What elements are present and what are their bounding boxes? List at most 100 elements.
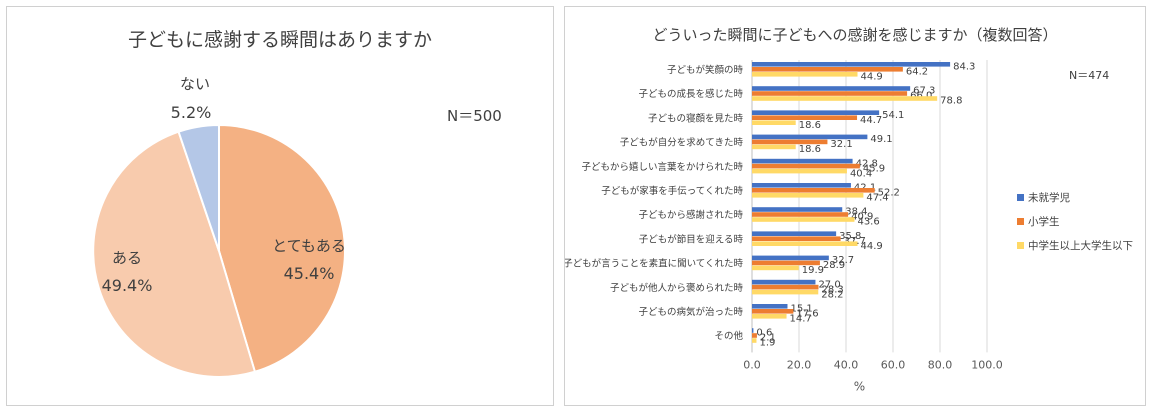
bar-data-label: 40.4 bbox=[850, 168, 872, 179]
bar bbox=[752, 265, 799, 271]
pie-slice-label: とてもある bbox=[272, 237, 346, 255]
bar bbox=[752, 115, 858, 120]
bar bbox=[752, 255, 829, 261]
bar bbox=[752, 110, 880, 115]
bar-data-label: 67.3 bbox=[913, 86, 935, 97]
pie-chart-panel: 子どもに感謝する瞬間はありますか N＝500 とてもある 45.4% ある 49.4%… bbox=[6, 6, 554, 406]
bar bbox=[752, 333, 757, 338]
bar bbox=[752, 309, 794, 314]
bar-data-label: 49.1 bbox=[870, 134, 892, 145]
bar-data-label: 54.1 bbox=[882, 110, 904, 121]
bar bbox=[752, 231, 837, 236]
bar bbox=[752, 134, 868, 140]
bar-chart-title: どういった瞬間に子どもへの感謝を感じますか（複数回答） bbox=[652, 26, 1058, 44]
category-label: 子どもが他人から褒められた時 bbox=[610, 282, 744, 294]
bar-data-label: 28.9 bbox=[823, 260, 845, 271]
category-label: 子どもが自分を求めてきた時 bbox=[620, 137, 744, 149]
pie-slice-label: ある bbox=[112, 249, 142, 267]
legend-swatch bbox=[1017, 194, 1024, 201]
pie-slice bbox=[177, 123, 220, 252]
category-label: 子どもから感謝された時 bbox=[638, 209, 743, 221]
bar bbox=[752, 188, 875, 193]
bar bbox=[752, 158, 853, 164]
bar-data-label: 52.2 bbox=[878, 188, 900, 199]
bar bbox=[752, 193, 864, 198]
bar-data-label: 0.6 bbox=[756, 328, 772, 339]
bar bbox=[752, 86, 911, 91]
pie-slice bbox=[218, 123, 346, 374]
x-tick-label: 0.0 bbox=[743, 358, 761, 371]
bar bbox=[752, 289, 819, 295]
x-tick-label: 80.0 bbox=[928, 358, 953, 371]
bar bbox=[752, 91, 908, 96]
bar-data-label: 47.4 bbox=[866, 193, 888, 204]
bar-data-label: 44.9 bbox=[861, 72, 883, 83]
bar-data-label: 32.7 bbox=[832, 255, 854, 266]
bar bbox=[752, 328, 754, 333]
bar-chart-panel: どういった瞬間に子どもへの感謝を感じますか（複数回答） N＝474 0.0 20.… bbox=[564, 6, 1146, 406]
bar bbox=[752, 168, 847, 174]
legend-swatch bbox=[1017, 242, 1024, 249]
legend-swatch bbox=[1017, 218, 1024, 225]
bar-data-label: 14.7 bbox=[790, 314, 812, 325]
bar bbox=[752, 144, 796, 150]
pie-chart-title: 子どもに感謝する瞬間はありますか bbox=[127, 29, 432, 51]
bar-chart: 0.0 20.0 40.0 60.0 80.0 100.0% 子どもが笑顔の時 84.3 64.… bbox=[565, 60, 1133, 393]
bar-data-label: 43.6 bbox=[857, 217, 879, 228]
bar bbox=[752, 67, 903, 72]
bar bbox=[752, 284, 819, 290]
category-label: 子どもが家事を手伝ってくれた時 bbox=[601, 185, 743, 197]
bar-data-label: 78.8 bbox=[940, 96, 962, 107]
bar-data-label: 40.9 bbox=[851, 212, 873, 223]
pie-slice-value: 45.4% bbox=[284, 264, 335, 283]
category-label: 子どもが言うことを素直に聞いてくれた時 bbox=[565, 258, 743, 270]
bar-data-label: 28.2 bbox=[821, 289, 843, 300]
bar bbox=[752, 212, 849, 217]
bar-data-label: 44.9 bbox=[861, 241, 883, 252]
bar bbox=[752, 217, 855, 222]
bar-data-label: 38.4 bbox=[845, 207, 867, 218]
bar bbox=[752, 260, 820, 266]
pie-slice-value: 5.2% bbox=[171, 103, 212, 122]
legend-label: 小学生 bbox=[1028, 215, 1060, 228]
bar-data-label: 32.1 bbox=[830, 139, 852, 150]
x-tick-label: 100.0 bbox=[971, 358, 1003, 371]
legend-label: 未就学児 bbox=[1028, 191, 1070, 204]
bar-data-label: 64.2 bbox=[906, 67, 928, 78]
bar bbox=[752, 139, 828, 145]
bar-data-label: 84.3 bbox=[953, 62, 975, 73]
bar-data-label: 44.7 bbox=[860, 115, 882, 126]
bar-data-label: 1.9 bbox=[759, 338, 775, 349]
bar-data-label: 18.6 bbox=[799, 120, 821, 131]
bar-data-label: 28.3 bbox=[822, 284, 844, 295]
bar bbox=[752, 304, 788, 309]
pie-chart: とてもある 45.4% ある 49.4% ない 5.2% bbox=[92, 75, 346, 378]
bar-data-label: 2.1 bbox=[760, 333, 776, 344]
bar-data-label: 42.8 bbox=[856, 158, 878, 169]
category-label: 子どもの病気が治った時 bbox=[638, 306, 743, 318]
bar-sample-size: N＝474 bbox=[1069, 69, 1110, 82]
category-label: 子どもが笑顔の時 bbox=[667, 64, 744, 76]
bar bbox=[752, 96, 938, 101]
bar-data-label: 18.6 bbox=[799, 144, 821, 155]
bar bbox=[752, 183, 851, 188]
x-axis-label: % bbox=[854, 379, 865, 393]
bar bbox=[752, 279, 816, 285]
x-tick-label: 20.0 bbox=[787, 358, 812, 371]
bar bbox=[752, 120, 796, 125]
bar bbox=[752, 207, 843, 212]
bar bbox=[752, 314, 787, 319]
bar bbox=[752, 236, 841, 241]
category-label: その他 bbox=[714, 330, 743, 342]
pie-slice-value: 49.4% bbox=[102, 276, 153, 295]
category-label: 子どもが節目を迎える時 bbox=[639, 233, 744, 245]
bar bbox=[752, 62, 951, 67]
pie-slice bbox=[92, 130, 257, 378]
bar-data-label: 17.6 bbox=[796, 309, 818, 320]
x-tick-label: 40.0 bbox=[834, 358, 859, 371]
category-label: 子どもから嬉しい言葉をかけられた時 bbox=[581, 161, 743, 173]
bar bbox=[752, 241, 858, 246]
legend-label: 中学生以上大学生以下 bbox=[1028, 239, 1133, 252]
category-label: 子どもの成長を感じた時 bbox=[638, 88, 743, 100]
bar-data-label: 15.1 bbox=[790, 304, 812, 315]
